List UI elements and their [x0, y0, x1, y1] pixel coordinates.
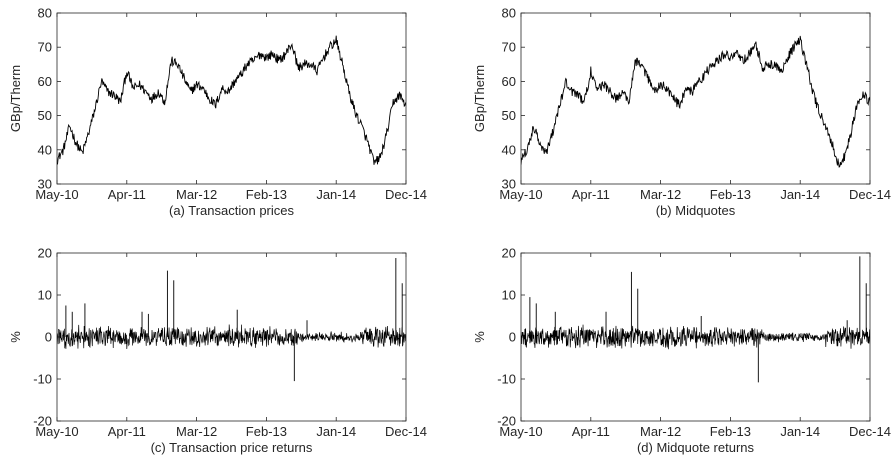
y-tick-label: 0	[509, 330, 516, 345]
chart-panel-3: -20 -10 0 10 20 May-10 Apr-11 Mar-12 Feb-13 Jan-1…	[8, 246, 427, 456]
plot-frame	[56, 12, 407, 185]
y-axis-label: GBp/Therm	[472, 65, 487, 132]
y-tick-label: 30	[38, 177, 52, 192]
y-tick-label: -10	[33, 372, 52, 387]
chart-caption: (a) Transaction prices	[169, 203, 294, 218]
y-tick-label: 10	[502, 288, 516, 303]
x-tick-label: Apr-11	[108, 424, 146, 439]
plot-frame	[520, 12, 871, 185]
x-tick-label: May-10	[499, 187, 542, 202]
chart-caption: (d) Midquote returns	[637, 440, 755, 455]
x-tick-label: Mar-12	[176, 187, 217, 202]
series-line	[57, 324, 406, 349]
y-tick-label: 80	[502, 6, 516, 21]
x-tick-label: Jan-14	[316, 187, 356, 202]
y-tick-label: -20	[497, 414, 516, 429]
chart-caption: (b) Midquotes	[656, 203, 736, 218]
series-line	[521, 324, 870, 350]
y-tick-label: -20	[33, 414, 52, 429]
y-tick-label: 40	[502, 142, 516, 157]
x-tick-label: Mar-12	[176, 424, 217, 439]
chart-caption: (c) Transaction price returns	[151, 440, 313, 455]
y-tick-label: 10	[38, 288, 52, 303]
plot-area	[57, 35, 406, 165]
x-tick-label: Mar-12	[640, 187, 681, 202]
y-tick-label: 50	[38, 108, 52, 123]
y-tick-label: 80	[38, 6, 52, 21]
y-tick-label: 20	[38, 246, 52, 261]
x-tick-label: Dec-14	[385, 424, 427, 439]
x-tick-label: Feb-13	[710, 424, 751, 439]
x-tick-label: Dec-14	[849, 424, 891, 439]
x-tick-label: Jan-14	[780, 187, 820, 202]
x-tick-label: Apr-11	[572, 187, 610, 202]
x-tick-label: May-10	[499, 424, 542, 439]
series-line	[521, 35, 870, 168]
y-tick-label: 70	[502, 40, 516, 55]
x-tick-label: Jan-14	[316, 424, 356, 439]
y-axis-label: GBp/Therm	[8, 65, 23, 132]
y-tick-label: 0	[45, 330, 52, 345]
x-tick-label: Feb-13	[710, 187, 751, 202]
x-tick-label: Mar-12	[640, 424, 681, 439]
chart-panel-1: 30 40 50 60 70 80 May-10 Apr-11 Mar-12 Feb-13 Jan-…	[8, 6, 427, 219]
y-tick-label: 60	[502, 74, 516, 89]
plot-area	[57, 258, 406, 382]
x-tick-label: Feb-13	[246, 187, 287, 202]
x-tick-label: May-10	[35, 187, 78, 202]
y-tick-label: -10	[497, 372, 516, 387]
x-tick-label: Dec-14	[849, 187, 891, 202]
y-axis-label: %	[8, 331, 23, 343]
x-tick-label: Jan-14	[780, 424, 820, 439]
chart-panel-2: 30 40 50 60 70 80 May-10 Apr-11 Mar-12 Feb-13 Jan-…	[472, 6, 891, 219]
y-tick-label: 70	[38, 40, 52, 55]
x-tick-label: May-10	[35, 424, 78, 439]
series-line	[57, 35, 406, 165]
y-tick-label: 50	[502, 108, 516, 123]
plot-area	[521, 35, 870, 168]
x-tick-label: Apr-11	[572, 424, 610, 439]
plot-area	[521, 256, 870, 383]
x-tick-label: Feb-13	[246, 424, 287, 439]
y-tick-label: 40	[38, 142, 52, 157]
y-tick-label: 20	[502, 246, 516, 261]
y-axis-label: %	[472, 331, 487, 343]
y-tick-label: 30	[502, 177, 516, 192]
x-tick-label: Dec-14	[385, 187, 427, 202]
x-tick-label: Apr-11	[108, 187, 146, 202]
chart-panel-4: -20 -10 0 10 20 May-10 Apr-11 Mar-12 Feb-13 Jan-1…	[472, 246, 891, 456]
y-tick-label: 60	[38, 74, 52, 89]
